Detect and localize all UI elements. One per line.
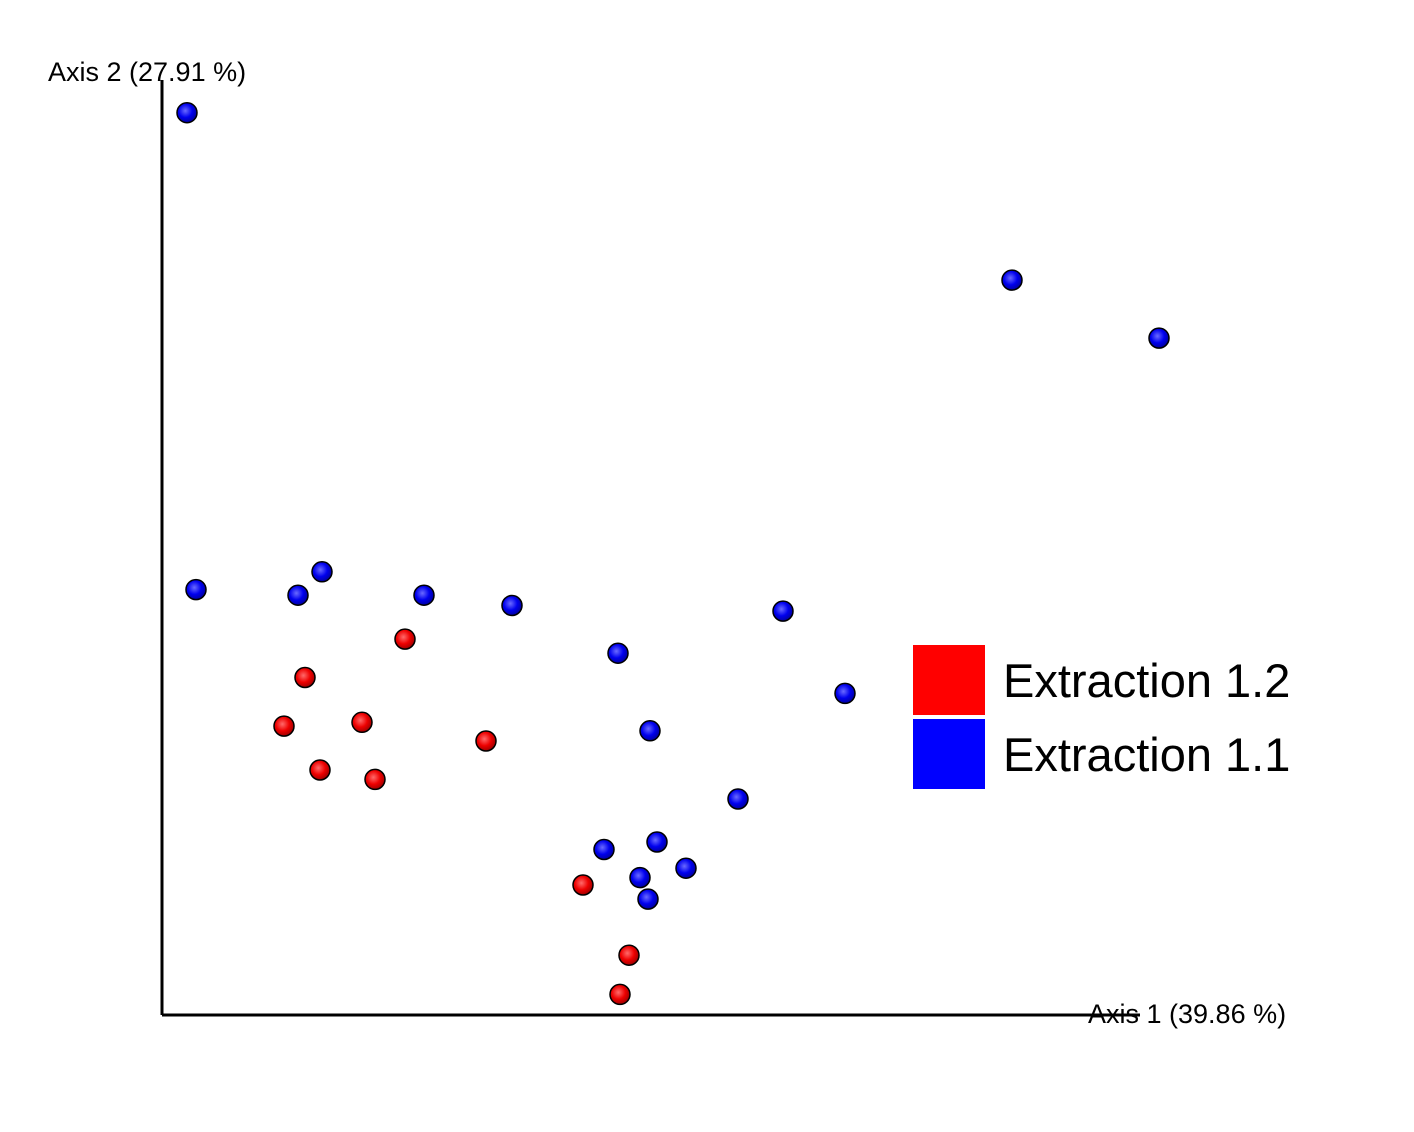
point-extraction-1-1-5 xyxy=(287,584,309,606)
point-extraction-1-1-11 xyxy=(639,720,661,742)
point-extraction-1-1-2 xyxy=(1148,327,1170,349)
point-extraction-1-1-9 xyxy=(772,600,794,622)
point-extraction-1-2-0 xyxy=(394,628,416,650)
point-extraction-1-2-4 xyxy=(309,759,331,781)
point-extraction-1-1-6 xyxy=(413,584,435,606)
point-extraction-1-1-0 xyxy=(176,101,198,124)
point-extraction-1-1-1 xyxy=(1001,269,1023,291)
legend-label-extraction-1-2: Extraction 1.2 xyxy=(1003,654,1290,707)
point-extraction-1-2-7 xyxy=(572,874,594,896)
point-extraction-1-1-14 xyxy=(646,831,668,853)
legend-label-extraction-1-1: Extraction 1.1 xyxy=(1003,728,1290,781)
point-extraction-1-1-16 xyxy=(629,866,651,889)
legend-swatch-extraction-1-2 xyxy=(913,645,985,715)
point-extraction-1-2-2 xyxy=(273,715,295,737)
point-extraction-1-1-3 xyxy=(185,578,207,601)
data-points xyxy=(176,101,1170,1006)
point-extraction-1-1-17 xyxy=(637,888,659,910)
point-extraction-1-1-10 xyxy=(834,682,856,705)
point-extraction-1-1-4 xyxy=(311,561,333,583)
point-extraction-1-2-3 xyxy=(351,711,373,734)
x-axis-label: Axis 1 (39.86 %) xyxy=(1088,999,1286,1029)
point-extraction-1-1-15 xyxy=(675,857,697,879)
point-extraction-1-1-8 xyxy=(607,642,629,664)
point-extraction-1-2-1 xyxy=(294,666,316,689)
point-extraction-1-1-13 xyxy=(593,838,615,861)
point-extraction-1-2-8 xyxy=(618,944,640,966)
y-axis-label: Axis 2 (27.91 %) xyxy=(48,57,246,87)
legend: Extraction 1.2 Extraction 1.1 xyxy=(913,645,1290,789)
legend-swatch-extraction-1-1 xyxy=(913,719,985,789)
point-extraction-1-1-12 xyxy=(727,788,749,810)
point-extraction-1-2-6 xyxy=(475,730,497,752)
point-extraction-1-1-7 xyxy=(501,594,523,617)
point-extraction-1-2-5 xyxy=(364,768,386,791)
point-extraction-1-2-9 xyxy=(609,983,631,1006)
